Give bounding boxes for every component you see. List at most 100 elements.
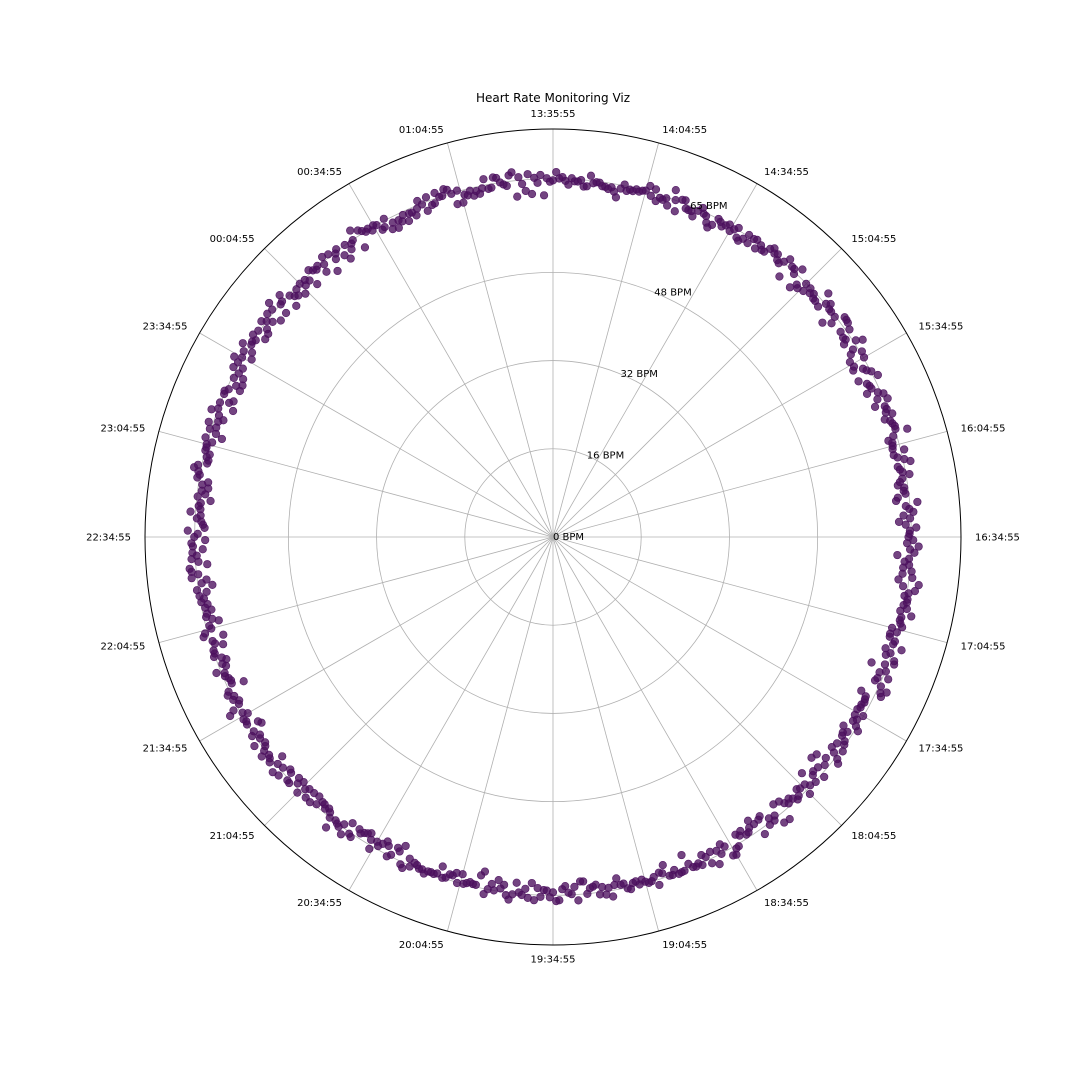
data-point [780,818,789,827]
data-point [829,748,839,757]
data-point [183,526,192,535]
data-point [276,316,285,325]
data-point [853,727,863,736]
angular-grid-line [552,332,907,538]
data-point [707,220,717,229]
data-point [346,226,355,235]
data-point [254,326,263,335]
data-point [507,168,516,177]
data-point [697,850,706,860]
data-point [813,302,823,311]
data-point [208,580,217,589]
data-point [239,347,248,356]
angular-tick-label: 16:34:55 [975,533,1020,544]
data-point [910,548,919,557]
angular-grid-line [552,536,948,643]
data-point [247,355,256,364]
data-point [870,676,880,685]
data-point [198,545,207,554]
data-point [502,181,511,191]
data-point [430,199,439,208]
data-point [681,196,690,205]
data-point [891,424,900,434]
angular-tick-label: 15:34:55 [919,322,964,333]
data-point [743,816,753,825]
data-point [662,194,671,203]
data-point [840,740,849,749]
data-point [798,265,807,274]
data-point [294,773,304,783]
data-point [912,523,921,532]
data-point [521,884,530,893]
data-point [239,375,248,384]
data-point [876,692,886,702]
data-point [479,889,488,899]
data-point [301,785,310,794]
data-point [908,573,917,583]
radial-tick-label: 65 BPM [690,201,727,212]
data-point [570,882,579,891]
data-point [849,366,858,375]
angular-grid-line [158,536,554,643]
data-point [215,398,225,407]
data-point [193,492,202,501]
data-point [907,612,916,621]
angular-tick-label: 18:34:55 [764,898,809,909]
data-point [193,529,202,539]
data-point [765,820,774,829]
angular-tick-label: 00:34:55 [297,167,342,178]
data-point [346,254,355,263]
angular-grid-line [447,536,554,932]
data-point [671,196,680,205]
data-point [854,377,863,386]
angular-grid-line [348,183,554,538]
data-point [873,370,882,380]
data-point [204,478,213,487]
angular-grid-line [552,248,842,538]
data-point [894,575,903,584]
angular-tick-label: 00:04:55 [210,234,255,245]
data-point [206,496,215,506]
data-point [807,753,816,762]
data-point [789,269,799,279]
points-layer [183,167,923,906]
data-point [301,289,310,298]
data-point [494,875,503,885]
data-point [914,581,923,590]
data-point [729,851,738,860]
data-point [671,186,680,195]
data-point [201,535,210,545]
angular-tick-label: 21:04:55 [210,831,255,842]
angular-tick-label: 22:34:55 [86,533,131,544]
data-point [880,660,890,669]
data-point [901,489,910,498]
data-point [238,708,247,717]
data-point [313,261,322,271]
data-point [760,829,769,839]
data-point [268,317,277,326]
data-point [897,646,906,655]
data-point [827,319,836,328]
data-point [888,409,897,418]
data-point [202,587,211,596]
data-point [396,860,405,869]
data-point [438,862,447,871]
data-point [558,885,567,894]
data-point [808,770,817,780]
angular-tick-label: 18:04:55 [851,831,896,842]
data-point [655,880,664,890]
data-point [479,175,488,184]
data-point [857,686,866,695]
data-point [901,520,910,529]
data-point [487,183,496,192]
data-point [249,727,258,736]
data-point [229,397,238,406]
data-point [268,305,277,314]
angular-tick-label: 01:04:55 [399,125,444,136]
data-point [838,747,847,756]
radial-tick-label: 48 BPM [654,288,691,299]
data-point [885,632,894,641]
data-point [201,433,210,442]
data-point [891,496,901,506]
